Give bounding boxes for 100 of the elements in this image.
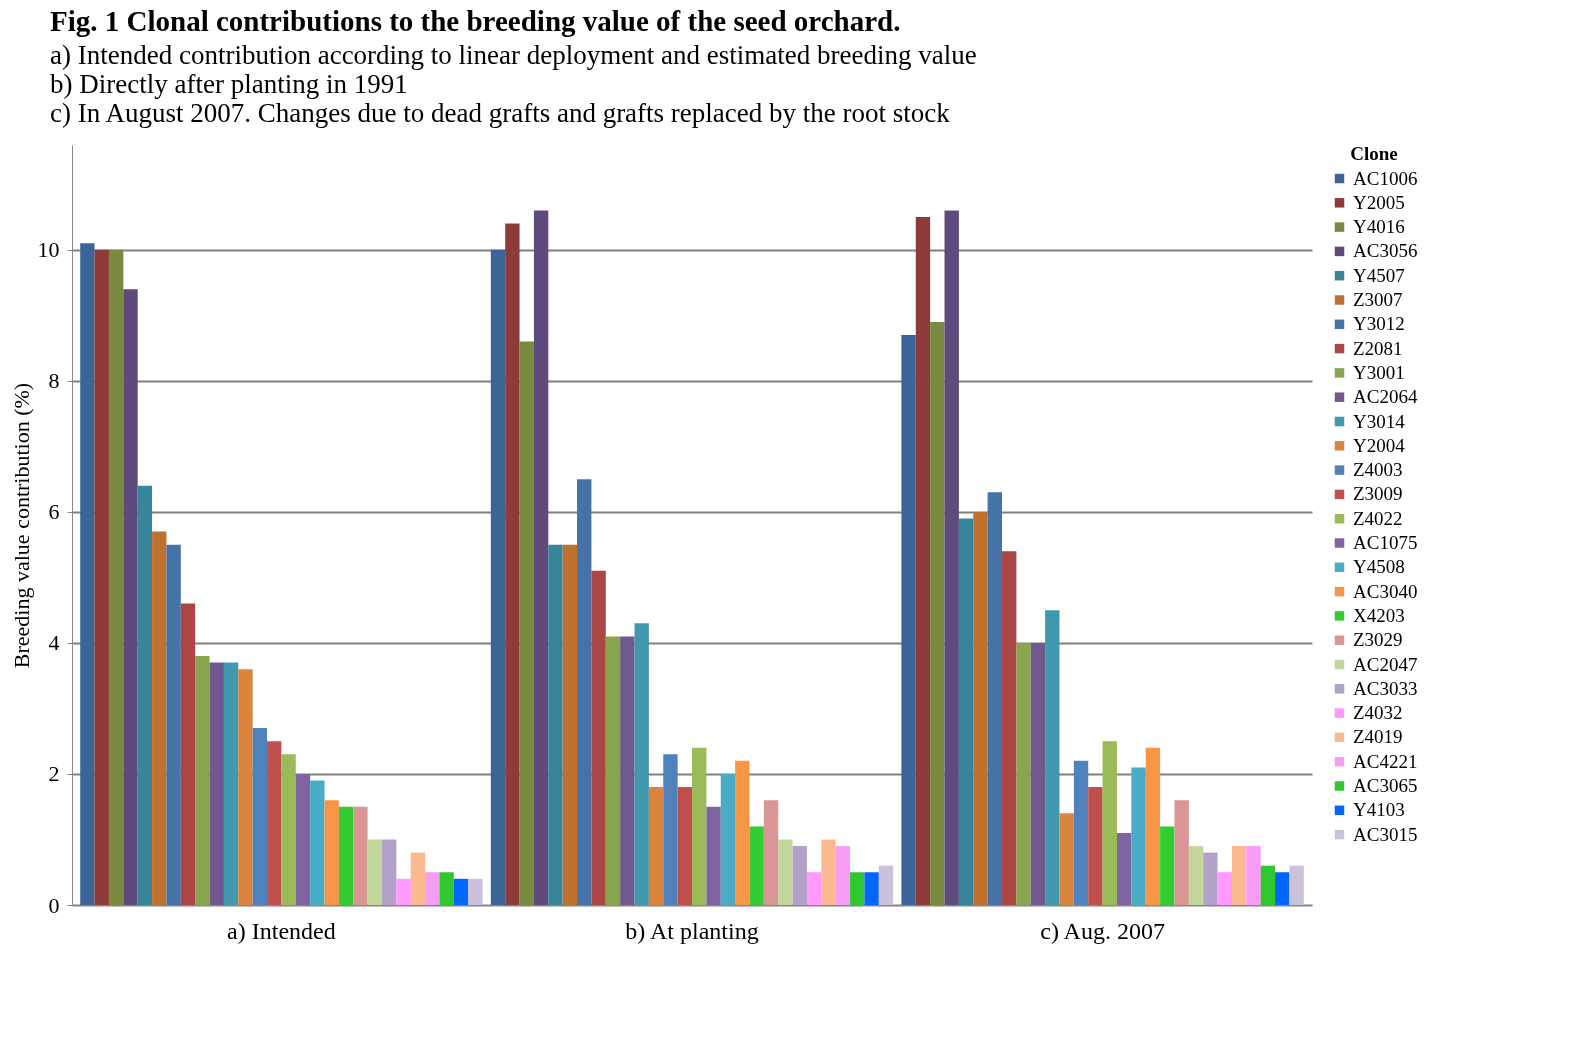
legend-label: Y4507: [1353, 264, 1405, 286]
legend-label: Z4032: [1353, 702, 1403, 724]
legend-label: AC3015: [1353, 823, 1418, 845]
legend-label: Y4508: [1353, 556, 1405, 578]
bar: [1059, 813, 1074, 905]
bar: [410, 852, 426, 905]
bar: [353, 806, 368, 905]
x-tick-label: c) Aug. 2007: [1040, 917, 1165, 944]
bar: [706, 806, 721, 905]
bar: [548, 544, 563, 905]
text: c) In August 2007. Changes due to dead grafts and grafts replaced by the root stock: [50, 98, 950, 128]
legend-label: Y3012: [1353, 313, 1405, 335]
bar: [763, 800, 779, 905]
legend-label: Y4016: [1353, 216, 1405, 238]
bar: [915, 217, 931, 905]
bar: [1045, 610, 1060, 905]
bar: [295, 773, 311, 905]
legend-label: AC1006: [1353, 167, 1418, 189]
y-tick-label: 0: [48, 892, 60, 918]
bar: [663, 754, 678, 905]
legend-label: Y2004: [1353, 434, 1406, 456]
bar: [310, 780, 325, 905]
bar: [195, 656, 210, 905]
bar: [505, 223, 520, 905]
bar: [425, 872, 440, 905]
bar: [223, 662, 239, 905]
bar: [367, 839, 382, 905]
bar: [973, 511, 988, 905]
bar: [490, 249, 506, 905]
bar: [930, 321, 945, 905]
bar: [1289, 865, 1304, 905]
bar: [1116, 832, 1132, 905]
bar: [878, 865, 894, 905]
bar: [1231, 846, 1247, 905]
legend-label: Y4103: [1353, 799, 1405, 821]
legend-label: Y3014: [1353, 410, 1406, 432]
bar: [238, 669, 253, 905]
bar: [1002, 551, 1017, 905]
bar: [468, 878, 483, 905]
bar: [864, 872, 879, 905]
bar: [252, 728, 268, 905]
bar: [1102, 741, 1117, 905]
legend-label: AC2047: [1353, 653, 1418, 675]
bar: [620, 636, 635, 905]
bar: [835, 846, 851, 905]
bar: [123, 289, 138, 905]
bar: [80, 243, 95, 905]
bar: [987, 492, 1002, 905]
legend-label: Z3007: [1353, 289, 1403, 310]
bar: [453, 878, 469, 905]
y-axis-title: Breeding value contribution (%): [8, 382, 34, 669]
bar: [806, 872, 822, 905]
bar: [901, 335, 916, 905]
bar: [1217, 872, 1232, 905]
bar: [1088, 787, 1103, 905]
bar: [1246, 846, 1261, 905]
bar: [108, 249, 124, 905]
bar: [850, 872, 865, 905]
legend-label: AC1075: [1353, 532, 1418, 553]
bar: [605, 636, 621, 905]
bar: [338, 806, 354, 905]
legend-label: AC2064: [1353, 386, 1418, 408]
bar: [1203, 852, 1218, 905]
bar: [439, 872, 454, 905]
bar: [382, 839, 397, 905]
x-tick-label: a) Intended: [227, 917, 336, 944]
bar: [677, 787, 692, 905]
legend-label: AC3065: [1353, 775, 1418, 796]
bar: [562, 544, 578, 905]
y-tick-label: 10: [37, 237, 60, 263]
bar: [821, 839, 836, 905]
legend-label: Z3009: [1353, 483, 1403, 505]
text: a) Intended contribution according to linear deployment and estimated breeding value: [50, 40, 977, 70]
bar: [396, 878, 411, 905]
legend-label: AC3033: [1353, 677, 1418, 699]
legend-label: Z4019: [1353, 726, 1403, 748]
bar: [519, 341, 534, 905]
bar: [94, 249, 109, 905]
bar: [577, 479, 592, 905]
bar: [1145, 747, 1161, 905]
bar: [792, 846, 807, 905]
bar: [180, 603, 196, 905]
bar: [778, 839, 793, 905]
bar: [1016, 642, 1031, 905]
y-tick-label: 6: [48, 499, 60, 525]
legend-label: AC4221: [1353, 750, 1418, 772]
bar: [944, 210, 959, 905]
bar: [958, 518, 974, 905]
bar: [634, 623, 649, 905]
legend-label: Z4003: [1353, 459, 1403, 481]
bar: [1260, 865, 1276, 905]
y-tick-label: 2: [48, 761, 60, 787]
bar: [1174, 800, 1189, 905]
legend-label: Z4022: [1353, 507, 1403, 529]
legend-label: Y2005: [1353, 191, 1405, 213]
bar: [281, 754, 296, 905]
bar: [1275, 872, 1290, 905]
legend-label: AC3056: [1353, 240, 1418, 262]
bar: [749, 826, 764, 905]
bar: [1030, 642, 1046, 905]
